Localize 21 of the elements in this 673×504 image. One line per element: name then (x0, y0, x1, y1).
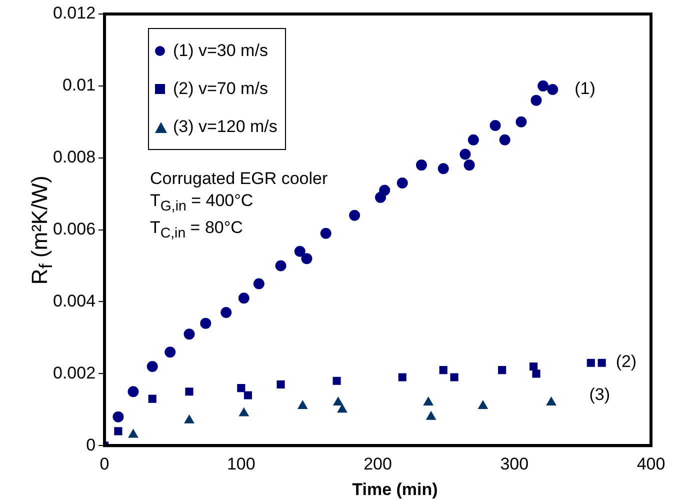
y-tick-label: 0 (86, 435, 96, 454)
annotation: T$_{G,in}$ = 400°C (150, 190, 254, 216)
y-tick-label: 0.002 (52, 363, 96, 382)
x-tick-label: 400 (636, 454, 666, 474)
y-tick-label: 0.012 (52, 4, 96, 23)
annotation: (1) (574, 78, 596, 99)
annotation: Corrugated EGR cooler (150, 168, 328, 190)
x-tick-label: 0 (100, 454, 110, 474)
y-tick-label: 0.004 (52, 291, 96, 310)
annotation: T$_{C,in}$ = 80°C (150, 217, 244, 244)
x-axis-title: Time (min) (351, 480, 439, 500)
legend-label: (2) v=70 m/s (173, 79, 268, 99)
x-tick-label: 300 (500, 454, 529, 474)
legend-label: (1) v=30 m/s (173, 41, 268, 61)
y-tick-label: 0.01 (62, 76, 96, 95)
x-tick-label: 100 (226, 454, 256, 474)
y-tick-label: 0.008 (52, 148, 96, 167)
annotation: (3) (589, 385, 610, 406)
legend-label: (3) v=120 m/s (173, 117, 278, 137)
x-tick-label: 200 (364, 454, 392, 474)
annotation: (2) (616, 352, 637, 372)
